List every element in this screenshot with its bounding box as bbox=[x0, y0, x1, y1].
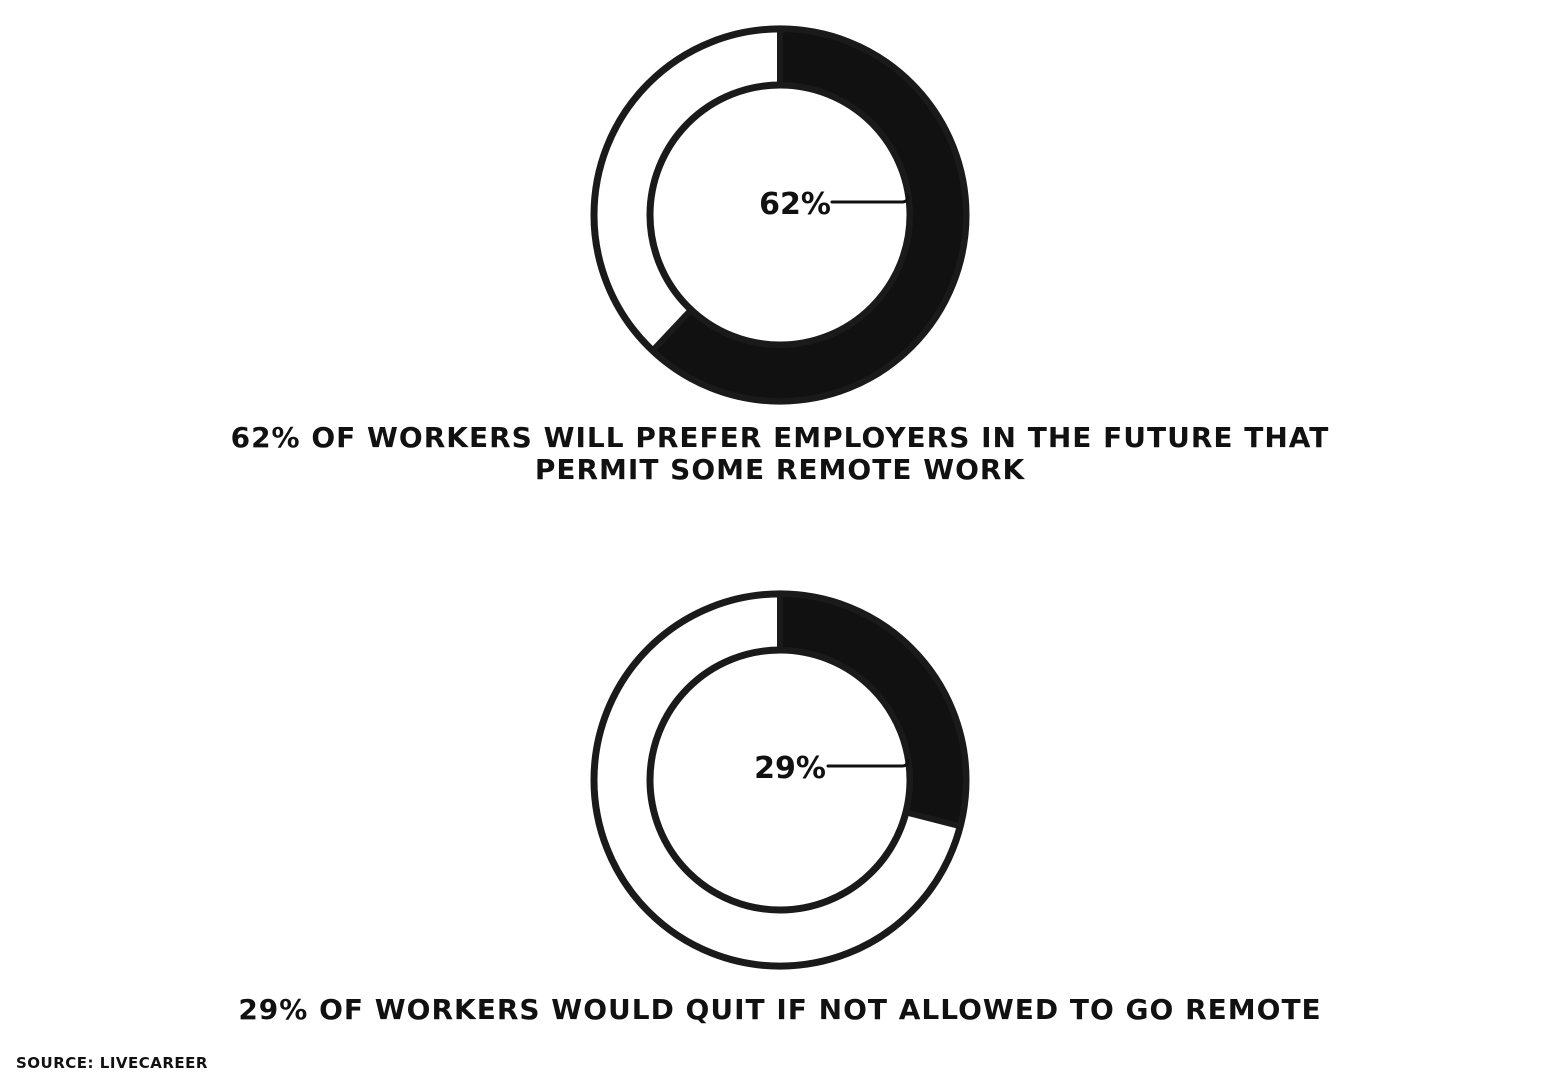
donut-filled-segment bbox=[649, 26, 969, 404]
caption-line: 29% OF WORKERS WOULD QUIT IF NOT ALLOWED… bbox=[238, 993, 1322, 1026]
caption-quit-if-not-remote: 29% OF WORKERS WOULD QUIT IF NOT ALLOWED… bbox=[180, 994, 1380, 1026]
source-note: SOURCE: LIVECAREER bbox=[16, 1054, 208, 1072]
caption-line: PERMIT SOME REMOTE WORK bbox=[534, 453, 1026, 486]
value-label: 29% bbox=[754, 751, 826, 786]
value-leader-line bbox=[830, 194, 910, 204]
value-leader-line bbox=[826, 758, 910, 768]
donut-filled-segment bbox=[777, 591, 969, 830]
donut-chart-remote-preference: 62% bbox=[590, 25, 970, 405]
caption-remote-preference: 62% OF WORKERS WILL PREFER EMPLOYERS IN … bbox=[180, 422, 1380, 486]
value-label: 62% bbox=[759, 187, 831, 222]
donut-chart-quit-if-not-remote: 29% bbox=[590, 590, 970, 970]
caption-line: 62% OF WORKERS WILL PREFER EMPLOYERS IN … bbox=[230, 421, 1330, 454]
